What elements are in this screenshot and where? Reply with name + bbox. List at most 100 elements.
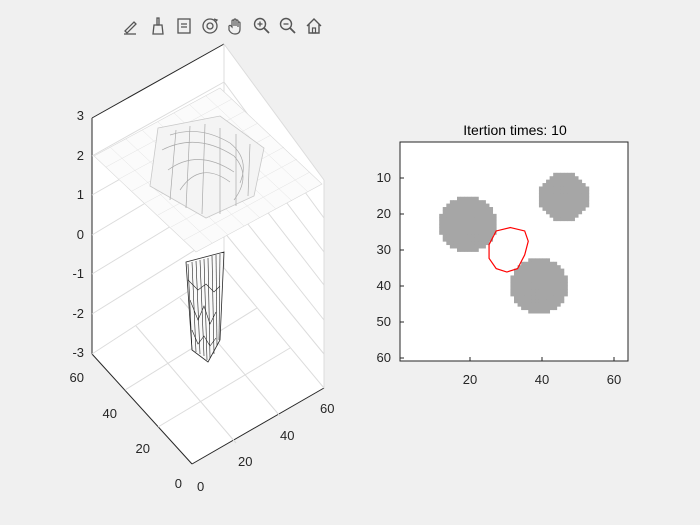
y-axis: 60 40 20 0: [70, 370, 182, 491]
heatmap-cell: [517, 299, 522, 304]
heatmap-cell: [560, 213, 565, 218]
heatmap-cell: [549, 268, 554, 273]
heatmap-cell: [457, 241, 461, 246]
edit-plot-icon[interactable]: [120, 14, 144, 38]
heatmap-cell: [478, 230, 483, 235]
heatmap-cell: [549, 200, 554, 204]
surface-axes[interactable]: 3 2 1 0 -1 -2 -3 60 40 20 0 0 20 40 60: [70, 43, 335, 494]
heatmap-cell: [553, 261, 558, 266]
heatmap-cell: [464, 244, 469, 249]
heatmap-cell: [538, 272, 543, 276]
heatmap-cell: [549, 207, 554, 211]
heatmap-cell: [553, 176, 558, 181]
heatmap-cell: [531, 278, 536, 283]
heatmap-cell: [474, 196, 479, 201]
zoom-in-icon[interactable]: [250, 14, 274, 38]
heatmap-cell: [571, 176, 575, 181]
heatmap-cell: [542, 285, 547, 290]
heatmap-cell: [489, 230, 494, 235]
heatmap-cell: [453, 241, 458, 246]
heatmap-cell: [563, 217, 568, 222]
heatmap-cell: [467, 217, 472, 222]
heatmap-cell: [553, 193, 558, 198]
heatmap-cell: [542, 289, 547, 293]
data-tips-icon[interactable]: [172, 14, 196, 38]
heatmap-cell: [538, 282, 543, 287]
heatmap-cell: [553, 289, 558, 293]
heatmap-cell: [464, 234, 469, 239]
heatmap-image: [439, 172, 590, 314]
heatmap-cell: [467, 203, 472, 208]
heatmap-cell: [453, 230, 458, 235]
heatmap-cell: [517, 272, 522, 276]
heatmap-cell: [535, 309, 540, 314]
heatmap-cell: [542, 309, 547, 314]
heatmap-cell: [485, 234, 490, 239]
heatmap-cell: [560, 299, 565, 304]
heatmap-cell: [474, 241, 479, 246]
heatmap-cell: [578, 193, 583, 198]
heatmap-cell: [556, 299, 561, 304]
brush-icon[interactable]: [146, 14, 170, 38]
heatmap-cell: [581, 186, 586, 191]
heatmap-cell: [449, 203, 454, 208]
heatmap-cell: [535, 265, 540, 270]
heatmap-cell: [553, 272, 558, 276]
heatmap-cell: [471, 217, 476, 222]
heatmap-cell: [556, 196, 561, 201]
heatmap-cell: [460, 220, 465, 225]
heatmap-cell: [549, 179, 554, 184]
heatmap-cell: [574, 176, 579, 181]
x-tick-label: 60: [320, 401, 334, 416]
home-restore-view-icon[interactable]: [302, 14, 326, 38]
heatmap-cell: [474, 220, 479, 225]
y-tick-label: 50: [377, 314, 391, 329]
heatmap-cell: [489, 234, 494, 239]
heatmap-cell: [446, 224, 451, 228]
zoom-out-icon[interactable]: [276, 14, 300, 38]
heatmap-cell: [449, 207, 454, 211]
heatmap-cell: [524, 289, 529, 293]
heatmap-cell: [563, 213, 568, 218]
heatmap-cell: [538, 302, 543, 307]
heatmap-cell: [481, 220, 486, 225]
heatmap-cell: [531, 306, 536, 311]
heatmap-cell: [563, 186, 568, 191]
heatmap-cell: [542, 183, 547, 187]
heatmap-cell: [485, 241, 490, 246]
rotate-3d-icon[interactable]: [198, 14, 222, 38]
heatmap-cell: [563, 196, 568, 201]
heatmap-cell: [439, 227, 444, 232]
heatmap-cell: [556, 278, 561, 283]
heatmap-cell: [546, 196, 551, 201]
heatmap-cell: [449, 220, 454, 225]
heatmap-cell: [571, 179, 575, 184]
heatmap-cell: [567, 183, 572, 187]
heatmap-cell: [460, 230, 465, 235]
heatmap-cell: [510, 285, 515, 290]
heatmap-cell: [464, 248, 469, 252]
heatmap-cell: [546, 285, 551, 290]
heatmap-cell: [528, 258, 533, 263]
heatmap-cell: [464, 213, 469, 218]
heatmap-cell: [514, 282, 518, 287]
heatmap-cell: [457, 230, 461, 235]
heatmap-cell: [538, 285, 543, 290]
z-tick-label: 1: [77, 187, 84, 202]
heatmap-cell: [439, 213, 444, 218]
heatmap-cell: [474, 248, 479, 252]
heatmap-cell: [560, 292, 565, 297]
heatmap-cell: [553, 196, 558, 201]
heatmap-cell: [446, 210, 451, 215]
pan-hand-icon[interactable]: [224, 14, 248, 38]
heatmap-cell: [517, 265, 522, 270]
heatmap-cell: [553, 207, 558, 211]
heatmap-cell: [517, 292, 522, 297]
heatmap-cell: [546, 268, 551, 273]
image-axes[interactable]: Itertion times: 10 10 20 30 40 50 60 20 …: [377, 122, 629, 387]
heatmap-cell: [464, 217, 469, 222]
heatmap-cell: [553, 275, 558, 280]
heatmap-cell: [439, 220, 444, 225]
heatmap-cell: [553, 285, 558, 290]
heatmap-cell: [514, 275, 518, 280]
